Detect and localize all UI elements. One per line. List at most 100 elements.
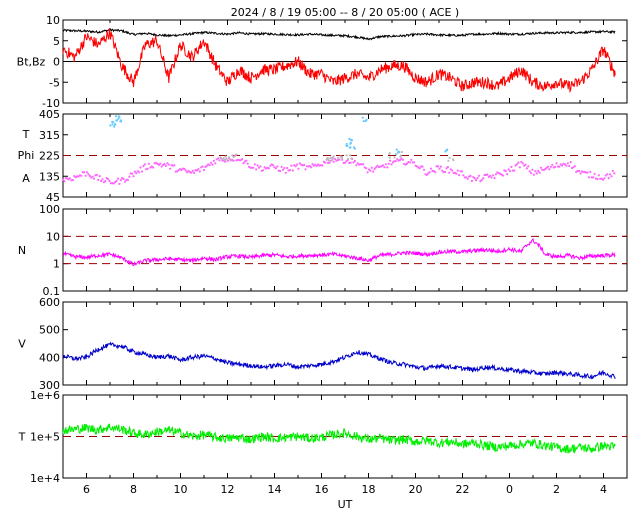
phi-point (160, 165, 163, 168)
phi-point (387, 162, 390, 165)
phi-point (558, 165, 561, 168)
phi-point (104, 179, 107, 183)
phi-point (554, 165, 557, 168)
phi-point (490, 176, 493, 179)
y-tick-label: 5 (53, 35, 60, 48)
phi-point (398, 158, 402, 162)
phi-point (421, 165, 424, 168)
phi-point (477, 174, 480, 177)
phi-point (489, 174, 492, 177)
theta-point (118, 116, 121, 119)
phi-point (597, 174, 600, 177)
phi-point (486, 173, 489, 176)
phi-point (455, 172, 458, 175)
phi-point (438, 167, 441, 170)
phi-point (476, 176, 479, 180)
phi-point (193, 171, 196, 174)
x-tick-label: 12 (221, 483, 235, 496)
phi-point (321, 164, 324, 167)
phi-point (408, 161, 411, 164)
phi-point (315, 164, 318, 167)
phi-point (166, 162, 169, 165)
phi-point (71, 178, 74, 182)
phi-point (548, 168, 551, 171)
phi-point (372, 170, 375, 173)
phi-point (579, 172, 582, 175)
phi-point (334, 158, 337, 161)
y-tick-label: 1e+6 (30, 389, 60, 402)
phi-point (184, 169, 187, 172)
phi-point (210, 161, 213, 164)
theta-point (353, 146, 356, 149)
y-tick-label: 10 (46, 14, 60, 27)
y-tick-label: 315 (39, 129, 60, 142)
phi-point (138, 171, 141, 174)
phi-point-grey (388, 156, 391, 159)
phi-point (445, 167, 448, 170)
y-axis-label: T (18, 431, 26, 444)
phi-point (183, 167, 186, 170)
phi-point (116, 177, 120, 180)
theta-point (112, 121, 115, 124)
x-tick-label: 20 (409, 483, 423, 496)
phi-point (269, 164, 272, 167)
phi-point (538, 171, 541, 174)
phi-point (241, 158, 244, 161)
phi-point (460, 170, 464, 173)
phi-point-grey (451, 158, 455, 161)
phi-point (534, 170, 537, 173)
series-bz-line (62, 28, 616, 94)
phi-point (507, 168, 510, 171)
phi-point (389, 159, 392, 162)
y-tick-label: -10 (42, 97, 60, 110)
phi-point (107, 178, 110, 181)
theta-point (361, 116, 364, 119)
phi-point (246, 162, 249, 165)
phi-point (596, 178, 599, 181)
phi-point (224, 160, 227, 163)
phi-point-grey (336, 156, 339, 159)
phi-point (532, 173, 536, 176)
phi-point (551, 163, 554, 166)
phi-point (613, 172, 616, 175)
y-tick-label: 0.1 (43, 285, 61, 298)
phi-point (573, 165, 576, 168)
phi-point (413, 161, 416, 164)
theta-point (346, 144, 349, 147)
phi-point (589, 170, 592, 173)
phi-point (291, 169, 294, 172)
phi-point (384, 163, 387, 166)
phi-point (383, 166, 386, 169)
phi-point-grey (225, 158, 228, 161)
phi-point (448, 171, 451, 174)
phi-point (446, 165, 449, 169)
x-tick-label: 10 (174, 483, 188, 496)
panel-angles: 405 315 225 135 45 T Phi A (18, 108, 628, 204)
phi-point-grey (327, 157, 330, 161)
phi-point (197, 168, 200, 171)
phi-point (374, 166, 378, 169)
phi-point-grey (341, 157, 344, 160)
phi-point (324, 161, 327, 164)
phi-point (311, 163, 314, 166)
phi-point (353, 159, 356, 163)
x-tick-label: 6 (83, 483, 90, 496)
phi-point-grey (223, 158, 226, 161)
y-axis-label: T (22, 128, 30, 141)
phi-point (147, 162, 151, 165)
phi-point (122, 177, 125, 181)
phi-point (112, 182, 115, 185)
phi-point (482, 177, 485, 180)
phi-point (85, 171, 89, 174)
phi-point (586, 171, 589, 174)
phi-point (355, 164, 358, 167)
phi-point (164, 164, 167, 167)
x-tick-label: 4 (600, 483, 607, 496)
phi-point (83, 171, 86, 174)
phi-point-grey (227, 156, 230, 159)
phi-point (135, 172, 138, 175)
theta-point (398, 151, 401, 154)
x-tick-label: 8 (130, 483, 137, 496)
phi-point (87, 173, 90, 176)
phi-point (272, 164, 275, 167)
